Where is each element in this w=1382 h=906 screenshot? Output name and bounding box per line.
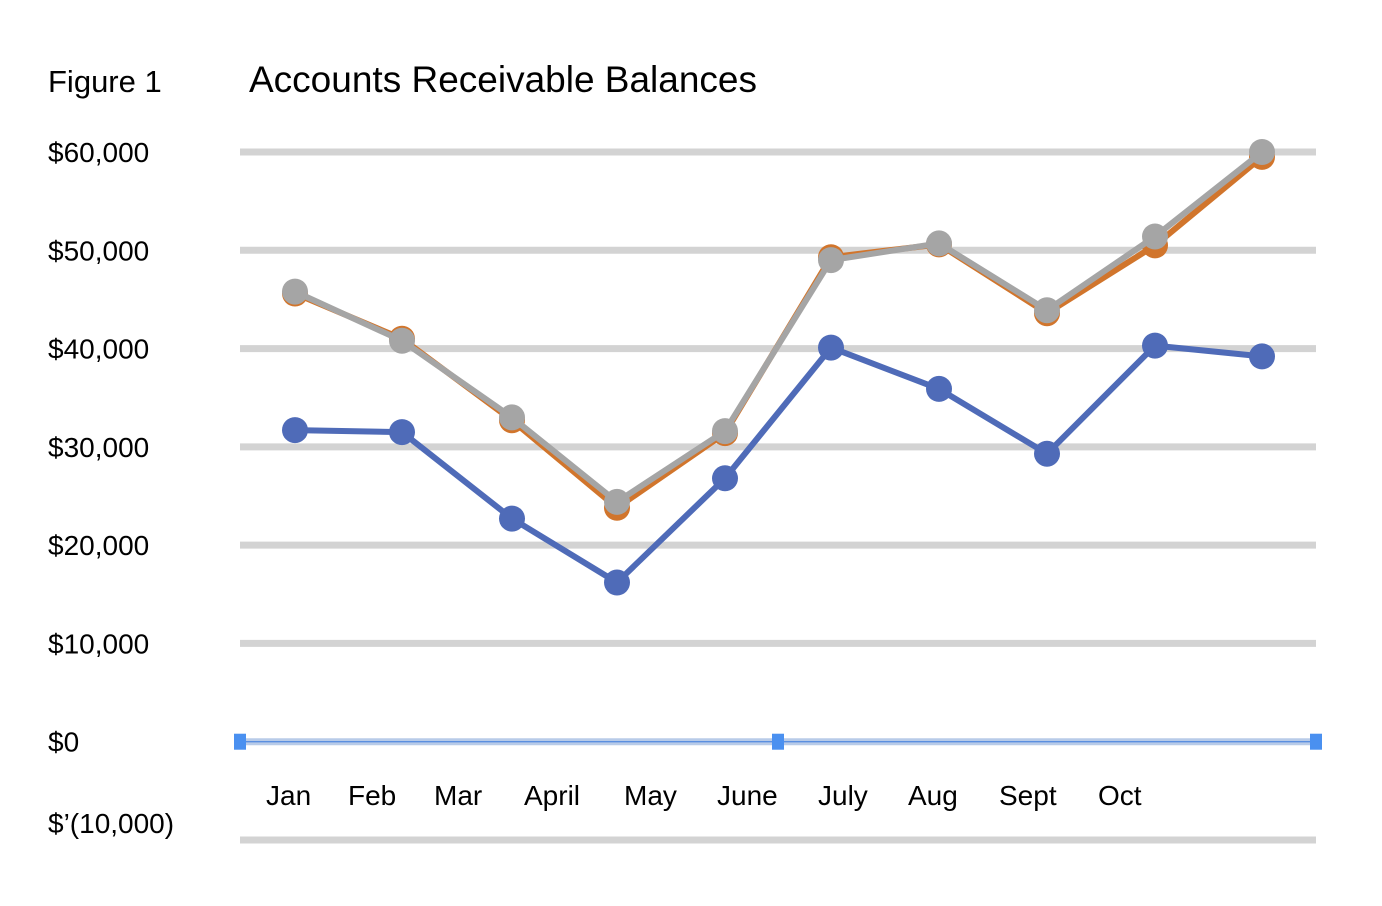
data-point-2-5	[818, 247, 844, 274]
axis-handle-1[interactable]	[772, 733, 784, 750]
data-point-2-7	[1034, 297, 1060, 324]
y-tick-labels: $60,000 $50,000 $40,000 $30,000 $20,000 $10,0…	[48, 137, 174, 839]
y-tick-label-2: $40,000	[48, 334, 149, 365]
data-point-0-6	[926, 375, 952, 402]
x-tick-label-9: Oct	[1098, 780, 1142, 811]
series-0	[282, 332, 1275, 596]
y-tick-label-5: $10,000	[48, 628, 149, 659]
data-point-2-0	[282, 278, 308, 305]
x-tick-label-2: Mar	[434, 780, 482, 811]
series-2	[282, 139, 1275, 515]
x-tick-label-7: Aug	[908, 780, 958, 811]
data-point-0-5	[818, 334, 844, 361]
y-tick-label-7: $’(10,000)	[48, 808, 174, 839]
data-point-2-4	[712, 418, 738, 445]
x-tick-labels: Jan Feb Mar April May June July Aug Sept Oct	[266, 780, 1142, 811]
data-point-2-1	[389, 327, 415, 354]
series-line-0	[292, 342, 1265, 586]
data-point-0-8	[1142, 332, 1168, 359]
data-point-0-4	[712, 465, 738, 492]
y-tick-label-4: $20,000	[48, 530, 149, 561]
data-point-0-2	[499, 505, 525, 532]
series-lines	[282, 139, 1275, 596]
x-axis[interactable]	[234, 733, 1322, 750]
x-tick-label-3: April	[524, 780, 580, 811]
series-1	[282, 143, 1275, 521]
y-tick-label-1: $50,000	[48, 235, 149, 266]
data-point-0-3	[604, 569, 630, 596]
chart-title: Accounts Receivable Balances	[249, 59, 757, 100]
x-tick-label-0: Jan	[266, 780, 311, 811]
figure-label: Figure 1	[48, 64, 162, 99]
data-point-0-0	[282, 417, 308, 444]
data-point-0-1	[389, 419, 415, 446]
x-tick-label-6: July	[818, 780, 868, 811]
y-tick-label-0: $60,000	[48, 137, 149, 168]
data-point-2-9	[1249, 139, 1275, 165]
series-line-2	[292, 149, 1265, 505]
x-tick-label-4: May	[624, 780, 677, 811]
data-point-2-6	[926, 230, 952, 257]
axis-handle-2[interactable]	[1310, 733, 1322, 750]
data-point-2-8	[1142, 223, 1168, 250]
x-tick-label-5: June	[717, 780, 778, 811]
series-line-1	[292, 153, 1265, 511]
x-tick-label-1: Feb	[348, 780, 396, 811]
axis-handle-0[interactable]	[234, 733, 246, 750]
data-point-0-9	[1249, 343, 1275, 370]
data-point-2-3	[604, 488, 630, 515]
data-point-2-2	[499, 404, 525, 431]
x-tick-label-8: Sept	[999, 780, 1057, 811]
y-tick-label-3: $30,000	[48, 432, 149, 463]
data-point-0-7	[1034, 440, 1060, 467]
y-tick-label-6: $0	[48, 727, 79, 758]
